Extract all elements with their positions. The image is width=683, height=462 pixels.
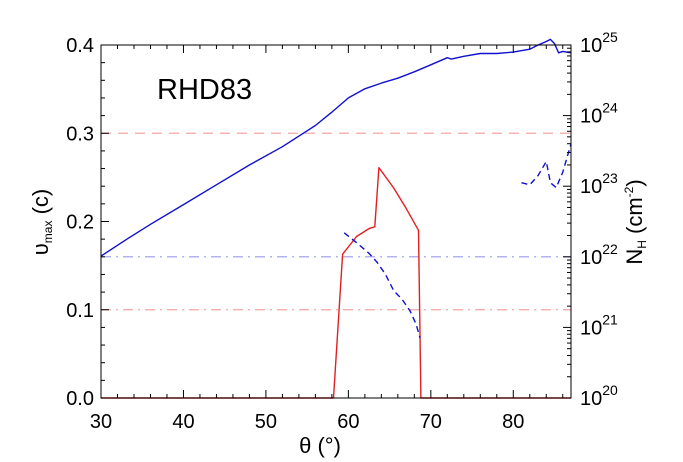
- left-axis-label-sub: max: [41, 221, 55, 244]
- tick-labels: 30 40 50 60 70 800.00.10.20.30.41020102110221…: [66, 29, 618, 433]
- x-tick-label-3: 60: [337, 411, 359, 433]
- left-axis-label-unit: (c): [28, 189, 53, 221]
- right-axis-label-unit: (cm: [622, 197, 647, 240]
- y-right-tick-base: 10: [580, 247, 602, 269]
- left-axis-label: υmax (c): [28, 189, 55, 255]
- series-line-1: [101, 166, 571, 399]
- y-left-tick-label-4: 0.4: [66, 35, 94, 57]
- series-group: [100, 38, 572, 399]
- series-line-2: [343, 232, 421, 339]
- y-left-tick-label-3: 0.3: [66, 123, 94, 145]
- x-tick-label-2: 50: [255, 411, 277, 433]
- right-axis-label-sub: H: [635, 240, 649, 249]
- y-right-tick-base: 10: [580, 106, 602, 128]
- svg-text:NH (cm-2): NH (cm-2): [622, 179, 649, 264]
- x-tick-label-0: 30: [90, 411, 112, 433]
- y-right-tick-exp: 20: [602, 382, 618, 398]
- y-right-tick-label-3: 1023: [580, 170, 618, 198]
- x-tick-label-4: 70: [420, 411, 442, 433]
- x-axis-label: θ (°): [299, 433, 341, 458]
- y-right-tick-label-5: 1025: [580, 29, 618, 57]
- right-axis-label-close: ): [622, 179, 647, 186]
- x-tick-label-1: 40: [172, 411, 194, 433]
- y-right-tick-exp: 23: [602, 170, 618, 186]
- reference-lines: [101, 132, 571, 311]
- y-right-tick-exp: 21: [602, 311, 618, 327]
- y-right-tick-label-4: 1024: [580, 100, 618, 128]
- chart-annotation: RHD83: [157, 74, 252, 106]
- x-tick-label-5: 80: [502, 411, 524, 433]
- series-line-3: [521, 143, 572, 189]
- y-right-tick-exp: 25: [602, 29, 618, 45]
- y-left-tick-label-2: 0.2: [66, 212, 94, 234]
- y-right-tick-exp: 24: [602, 100, 618, 116]
- y-right-tick-base: 10: [580, 176, 602, 198]
- right-axis-label-exp: -2: [622, 186, 636, 197]
- right-axis-label-main: N: [622, 249, 647, 265]
- y-left-tick-label-1: 0.1: [66, 300, 94, 322]
- y-right-tick-exp: 22: [602, 241, 618, 257]
- left-axis-label-main: υ: [28, 243, 53, 255]
- y-right-tick-label-1: 1021: [580, 311, 618, 339]
- y-right-tick-label-0: 1020: [580, 382, 618, 410]
- y-right-tick-base: 10: [580, 317, 602, 339]
- y-left-tick-label-0: 0.0: [66, 388, 94, 410]
- right-axis-label: NH (cm-2): [622, 179, 649, 264]
- ticks: [100, 44, 571, 399]
- y-right-tick-base: 10: [580, 388, 602, 410]
- y-right-tick-label-2: 1022: [580, 241, 618, 269]
- series-line-0: [100, 38, 572, 257]
- svg-text:υmax (c): υmax (c): [28, 189, 55, 255]
- y-right-tick-base: 10: [580, 35, 602, 57]
